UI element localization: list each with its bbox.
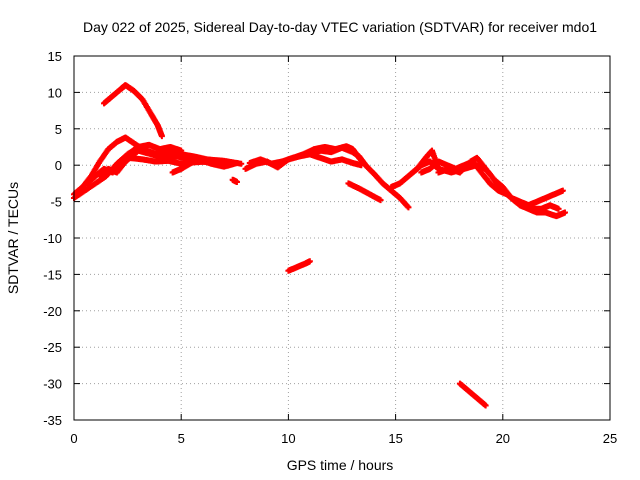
series-arc-l [285,258,313,274]
y-axis: 15 10 5 0 -5 -10 -15 -20 -25 -30 -35 [43,49,610,428]
data-point [158,133,165,140]
series-arc-a [101,82,165,140]
y-tick-label: -35 [43,413,62,428]
data-point [405,204,412,211]
y-tick-label: -5 [50,195,62,210]
data-point [561,209,568,216]
x-tick-label: 20 [496,431,510,446]
series-arc-q [456,380,489,409]
x-axis-label: GPS time / hours [287,457,394,473]
y-tick-label: -20 [43,304,62,319]
x-tick-label: 5 [178,431,185,446]
y-tick-label: -30 [43,377,62,392]
x-tick-label: 0 [70,431,77,446]
series-arc-j [306,144,412,211]
data-point [306,258,313,265]
y-axis-label: SDTVAR / TECUs [5,182,21,294]
data-point [559,187,566,194]
plot-frame [73,55,611,421]
series-arc-g [229,176,240,185]
data-point [233,178,240,185]
data-point [233,160,240,167]
data-points [71,82,568,409]
chart-title: Day 022 of 2025, Sidereal Day-to-day VTE… [83,19,597,35]
x-tick-label: 25 [603,431,617,446]
x-tick-label: 10 [281,431,295,446]
y-tick-label: 5 [55,122,62,137]
y-tick-label: -10 [43,231,62,246]
series-arc-p [435,154,566,209]
y-tick-label: -15 [43,267,62,282]
x-tick-label: 15 [388,431,402,446]
y-tick-label: 15 [48,49,62,64]
y-tick-label: -25 [43,340,62,355]
y-tick-label: 10 [48,85,62,100]
series-arc-f [169,156,240,176]
data-point [178,147,185,154]
y-tick-label: 0 [55,158,62,173]
series-arc-k [345,180,384,204]
data-point [377,197,384,204]
grid-lines [74,56,610,420]
data-point [482,402,489,409]
data-point [555,205,562,212]
